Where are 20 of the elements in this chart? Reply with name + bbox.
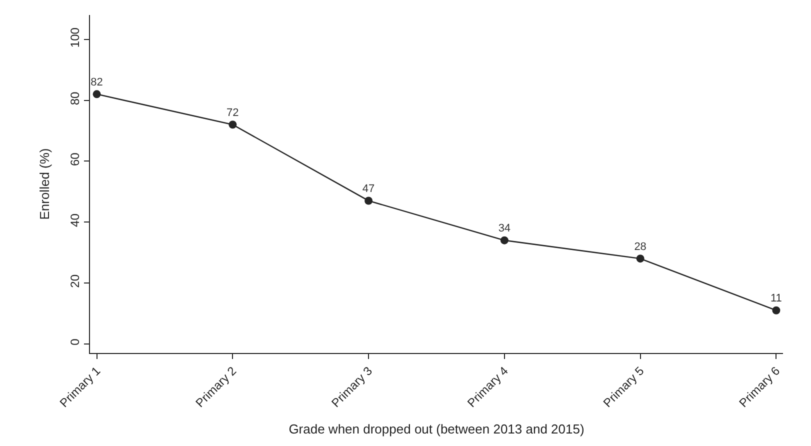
- y-tick-label: 0: [68, 338, 82, 346]
- data-label: 47: [362, 183, 375, 195]
- y-tick-label: 100: [68, 27, 82, 48]
- data-label: 82: [90, 76, 103, 88]
- point: [500, 236, 508, 244]
- y-tick-label: 20: [68, 274, 82, 288]
- y-tick-label: 40: [68, 213, 82, 227]
- point: [636, 254, 644, 263]
- point: [772, 306, 780, 314]
- data-label: 72: [226, 106, 239, 119]
- y-tick-label: 60: [68, 152, 82, 166]
- y-tick-label: 80: [68, 91, 82, 106]
- data-label: 28: [634, 240, 646, 253]
- data-label: 34: [498, 222, 511, 235]
- point: [92, 90, 101, 98]
- y-axis-title: Enrolled (%): [37, 148, 52, 220]
- data-label: 11: [770, 292, 782, 305]
- point: [228, 120, 237, 129]
- point: [364, 196, 373, 205]
- x-axis-title: Grade when dropped out (between 2013 and 2015): [288, 422, 584, 437]
